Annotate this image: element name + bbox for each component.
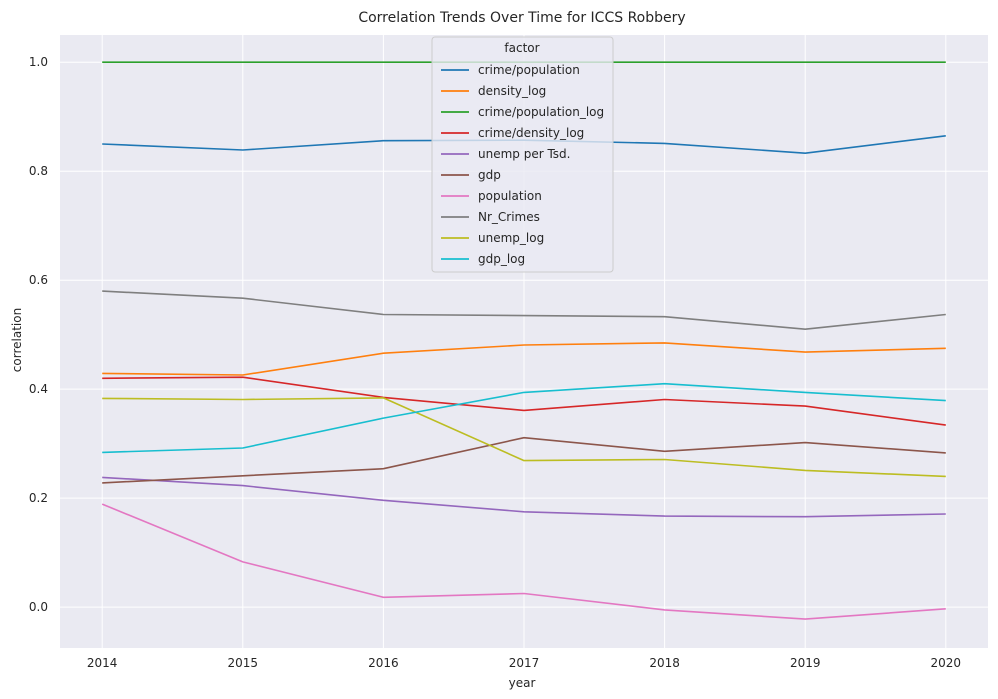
series-line-unemp-per-tsd [102, 476, 946, 518]
legend-entry: unemp per Tsd. [478, 147, 571, 161]
legend-entry: density_log [478, 84, 546, 98]
legend-title: factor [504, 41, 539, 55]
legend-entry: Nr_Crimes [478, 210, 540, 224]
legend: factor crime/population density_log crime/… [431, 36, 614, 273]
legend-entry: gdp_log [478, 252, 525, 266]
legend-entry: unemp_log [478, 231, 544, 245]
x-tick-label: 2020 [931, 656, 962, 670]
x-tick-label: 2019 [790, 656, 821, 670]
x-axis-ticks: 2014 2015 2016 2017 2018 2019 2020 [87, 656, 961, 670]
x-tick-label: 2015 [228, 656, 259, 670]
series-line-gdp-log [102, 382, 946, 454]
series-line-nr-crimes [102, 290, 946, 331]
series-line-gdp [102, 436, 946, 484]
legend-entry: gdp [478, 168, 501, 182]
series-line-population [101, 503, 946, 620]
legend-entry: population [478, 189, 542, 203]
legend-entry: crime/density_log [478, 126, 584, 140]
series-line-unemp-log [102, 397, 946, 478]
chart-title: Correlation Trends Over Time for ICCS Ro… [358, 10, 685, 26]
x-tick-label: 2014 [87, 656, 118, 670]
y-axis-label: correlation [10, 308, 24, 372]
y-tick-label: 1.0 [29, 55, 48, 69]
x-axis-label: year [509, 676, 536, 690]
y-tick-label: 0.0 [29, 600, 48, 614]
x-tick-label: 2018 [649, 656, 680, 670]
y-axis-ticks: 0.0 0.2 0.4 0.6 0.8 1.0 [29, 55, 48, 614]
legend-entry: crime/population [478, 63, 580, 77]
y-tick-label: 0.2 [29, 491, 48, 505]
series-line-density-log [102, 342, 946, 376]
legend-entry: crime/population_log [478, 105, 604, 119]
y-tick-label: 0.6 [29, 273, 48, 287]
x-tick-label: 2017 [509, 656, 540, 670]
x-tick-label: 2016 [368, 656, 399, 670]
series-line-crime-density-log [102, 376, 946, 426]
y-tick-label: 0.8 [29, 164, 48, 178]
legend-box [431, 36, 614, 273]
y-tick-label: 0.4 [29, 382, 48, 396]
